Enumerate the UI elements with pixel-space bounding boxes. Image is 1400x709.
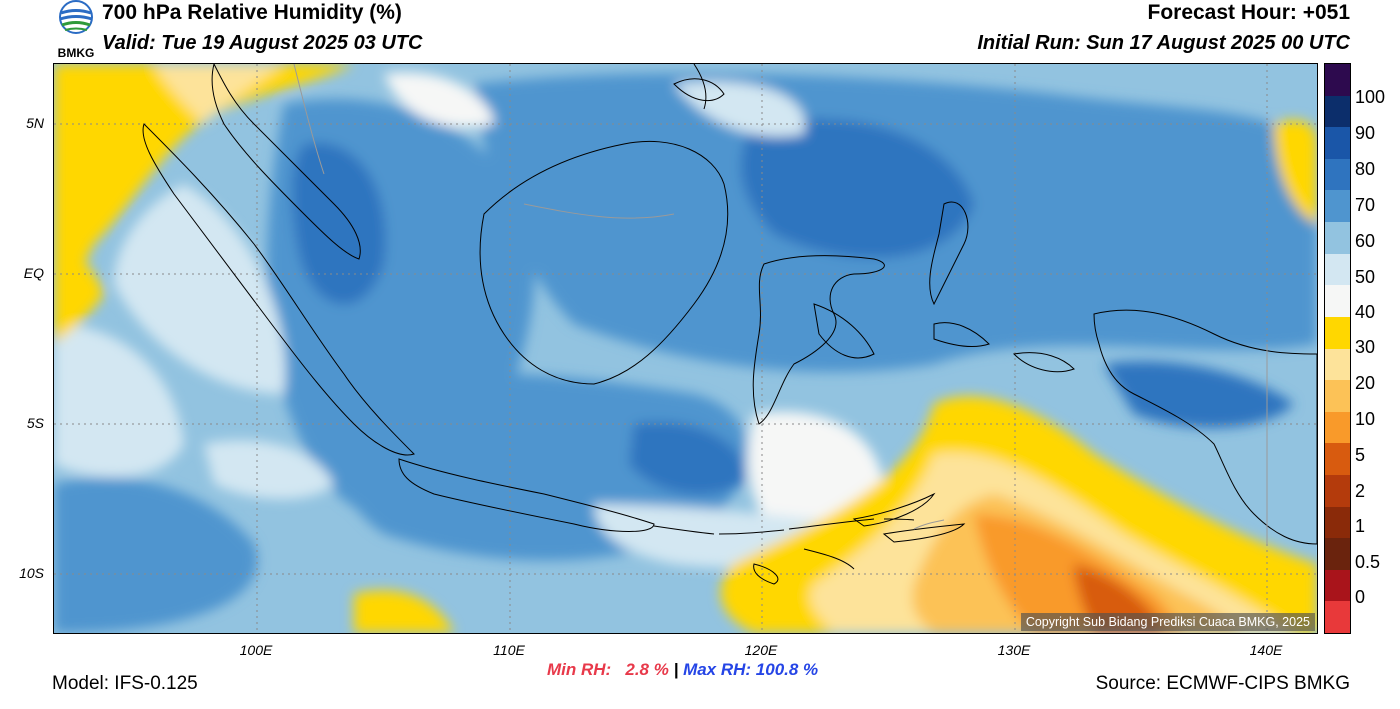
forecast-hour: Forecast Hour: +051	[1147, 1, 1351, 24]
stats-separator: |	[668, 660, 684, 679]
colorbar-label: 0.5	[1355, 552, 1381, 572]
colorbar-label: 10	[1355, 409, 1376, 429]
lon-label-100e: 100E	[239, 642, 273, 658]
colorbar-segment	[1325, 316, 1350, 349]
lat-label-eq: EQ	[23, 265, 44, 281]
max-rh: Max RH: 100.8 %	[683, 660, 819, 679]
colorbar-label: 30	[1355, 337, 1376, 357]
colorbar-segment	[1325, 411, 1350, 444]
chart-title: 700 hPa Relative Humidity (%)	[102, 1, 402, 24]
colorbar-label: 70	[1355, 195, 1376, 215]
colorbar-segment	[1325, 380, 1350, 413]
model-label: Model: IFS-0.125	[52, 673, 198, 694]
coastlines	[142, 64, 1317, 585]
colorbar-segment	[1325, 158, 1350, 191]
colorbar-label: 1	[1355, 516, 1366, 536]
boundaries	[293, 64, 1268, 544]
rh-stats: Min RH: 2.8 % | Max RH: 100.8 %	[547, 660, 818, 680]
colorbar-label: 80	[1355, 159, 1376, 179]
colorbar-label: 50	[1355, 267, 1376, 287]
colorbar	[1324, 63, 1351, 634]
colorbar-segment	[1325, 127, 1350, 160]
bmkg-logo: BMKG	[52, 0, 100, 62]
colorbar-segment	[1325, 569, 1350, 602]
colorbar-label: 2	[1355, 481, 1366, 501]
colorbar-segment	[1325, 222, 1350, 255]
colorbar-segment	[1325, 285, 1350, 318]
humidity-map: Copyright Sub Bidang Prediksi Cuaca BMKG…	[53, 63, 1318, 634]
source-label: Source: ECMWF-CIPS BMKG	[1095, 673, 1350, 694]
logo-text: BMKG	[57, 46, 95, 60]
colorbar-segment	[1325, 538, 1350, 571]
colorbar-label: 0	[1355, 587, 1366, 607]
lon-label-140e: 140E	[1249, 642, 1283, 658]
colorbar-segment	[1325, 601, 1350, 634]
lat-label-10s: 10S	[19, 565, 44, 581]
colorbar-segment	[1325, 506, 1350, 539]
colorbar-label: 60	[1355, 231, 1376, 251]
colorbar-segment	[1325, 64, 1350, 97]
colorbar-segment	[1325, 474, 1350, 508]
copyright-notice: Copyright Sub Bidang Prediksi Cuaca BMKG…	[1020, 613, 1315, 631]
colorbar-segment	[1325, 443, 1350, 476]
valid-time: Valid: Tue 19 August 2025 03 UTC	[102, 32, 423, 54]
min-rh: Min RH: 2.8 %	[547, 660, 669, 679]
colorbar-label: 40	[1355, 302, 1376, 322]
initial-run: Initial Run: Sun 17 August 2025 00 UTC	[977, 32, 1350, 54]
colorbar-label: 100	[1355, 87, 1386, 107]
colorbar-segment	[1325, 190, 1350, 223]
lat-label-5n: 5N	[26, 115, 44, 131]
lon-label-120e: 120E	[744, 642, 778, 658]
colorbar-label: 90	[1355, 123, 1376, 143]
colorbar-label: 5	[1355, 445, 1366, 465]
colorbar-segment	[1325, 95, 1350, 128]
colorbar-segment	[1325, 253, 1350, 286]
map-canvas	[54, 64, 1317, 633]
lat-label-5s: 5S	[26, 415, 44, 431]
colorbar-label: 20	[1355, 373, 1376, 393]
lon-label-130e: 130E	[997, 642, 1031, 658]
lon-label-110e: 110E	[493, 642, 525, 658]
colorbar-segment	[1325, 348, 1350, 381]
